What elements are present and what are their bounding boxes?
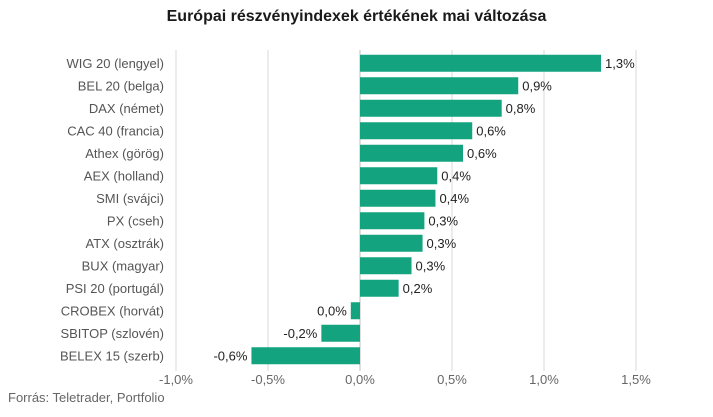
value-label: 0,4%: [439, 191, 469, 206]
value-label: -0,6%: [213, 348, 247, 363]
bar-layer: [251, 54, 602, 365]
bar: [360, 54, 602, 72]
value-label: 0,4%: [441, 168, 471, 183]
bar: [360, 234, 423, 252]
bar: [321, 324, 360, 342]
category-label: BUX (magyar): [82, 258, 164, 273]
category-label: PSI 20 (portugál): [66, 281, 164, 296]
bar: [360, 99, 502, 117]
bar: [360, 167, 438, 185]
bar: [360, 77, 519, 95]
category-label: SBITOP (szlovén): [60, 326, 164, 341]
category-label: PX (cseh): [107, 213, 164, 228]
x-tick-label: 1,0%: [529, 372, 559, 387]
x-tick-label: -1,0%: [159, 372, 193, 387]
bar: [360, 257, 412, 275]
value-label: 0,2%: [403, 281, 433, 296]
value-label: 0,8%: [506, 101, 536, 116]
category-label: WIG 20 (lengyel): [66, 56, 164, 71]
bar: [360, 189, 436, 207]
bar: [350, 302, 360, 320]
category-label: AEX (holland): [84, 168, 164, 183]
x-tick-label: 0,0%: [345, 372, 375, 387]
value-label: 0,3%: [427, 236, 457, 251]
chart-title: Európai részvényindexek értékének mai vá…: [166, 8, 547, 25]
category-label: Athex (görög): [85, 146, 164, 161]
value-label: 0,0%: [317, 303, 347, 318]
category-label: BELEX 15 (szerb): [60, 348, 164, 363]
category-label: BEL 20 (belga): [78, 78, 164, 93]
value-label: 0,3%: [416, 258, 446, 273]
value-label: -0,2%: [283, 326, 317, 341]
bar: [251, 347, 360, 365]
value-label: 0,3%: [428, 213, 458, 228]
bar: [360, 279, 399, 297]
x-tick-label: 1,5%: [621, 372, 651, 387]
value-label: 0,6%: [476, 123, 506, 138]
category-label: SMI (svájci): [96, 191, 164, 206]
category-label: CAC 40 (francia): [67, 123, 164, 138]
value-label: 1,3%: [605, 56, 635, 71]
bar: [360, 212, 425, 230]
category-label: DAX (német): [89, 101, 164, 116]
grid-layer: [175, 50, 637, 371]
bar: [360, 122, 473, 140]
label-layer: -1,0% -0,5% 0,0% 0,5% 1,0% 1,5% WIG 20 (lengye…: [60, 56, 651, 387]
x-tick-label: -0,5%: [251, 372, 285, 387]
value-label: 0,9%: [522, 78, 552, 93]
bar: [360, 144, 464, 162]
category-label: ATX (osztrák): [86, 236, 165, 251]
x-tick-label: 0,5%: [437, 372, 467, 387]
category-label: CROBEX (horvát): [61, 303, 164, 318]
value-label: 0,6%: [467, 146, 497, 161]
source-note: Forrás: Teletrader, Portfolio: [8, 390, 165, 405]
